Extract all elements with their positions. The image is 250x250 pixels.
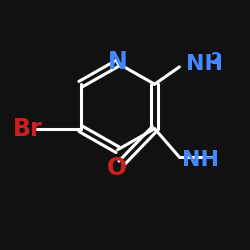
- Text: NH: NH: [182, 150, 219, 170]
- Text: NH: NH: [186, 54, 222, 74]
- Text: 2: 2: [210, 52, 221, 68]
- Text: N: N: [108, 50, 128, 74]
- Text: Br: Br: [13, 117, 43, 141]
- Text: O: O: [107, 156, 127, 180]
